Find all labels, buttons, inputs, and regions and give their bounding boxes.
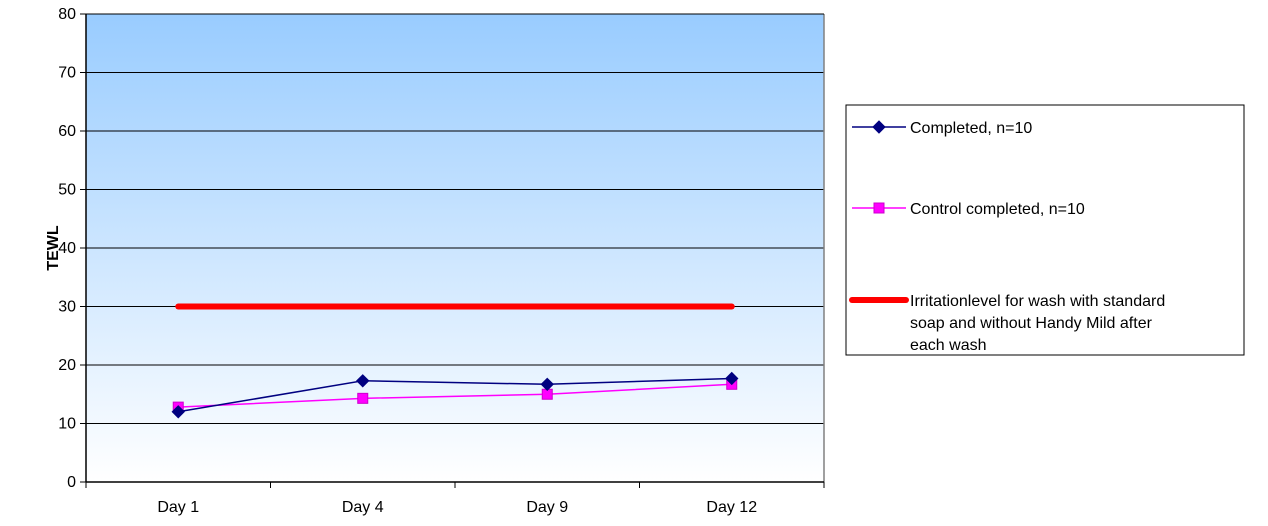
data-point <box>540 377 554 392</box>
y-tick-label: 40 <box>58 240 76 257</box>
y-tick-label: 20 <box>58 357 76 374</box>
data-point <box>357 392 369 404</box>
y-tick-label: 30 <box>58 299 76 316</box>
series <box>171 303 739 419</box>
legend-label: each wash <box>910 337 987 354</box>
y-axis-title: TEWL <box>45 225 62 271</box>
x-tick-label: Day 1 <box>157 499 199 516</box>
x-tick-label: Day 9 <box>526 499 568 516</box>
series-0 <box>171 371 739 419</box>
x-tick-label: Day 4 <box>342 499 384 516</box>
y-tick-label: 60 <box>58 123 76 140</box>
y-tick-label: 50 <box>58 182 76 199</box>
legend: Completed, n=10 Control completed, n=10 Ir… <box>845 104 1245 356</box>
y-tick-label: 80 <box>58 6 76 23</box>
legend-label: Irritationlevel for wash with standard <box>910 293 1165 310</box>
series-line <box>178 383 732 408</box>
data-point <box>873 202 885 214</box>
legend-box <box>845 104 1245 356</box>
data-point <box>171 405 185 419</box>
legend-label: Control completed, n=10 <box>910 201 1085 218</box>
y-tick-label: 70 <box>58 65 76 82</box>
data-point <box>872 120 886 134</box>
series-line <box>178 377 732 413</box>
x-tick-label: Day 12 <box>706 499 757 516</box>
legend-label: Completed, n=10 <box>910 120 1032 137</box>
y-tick-label: 10 <box>58 416 76 433</box>
y-tick-label: 0 <box>67 474 76 491</box>
data-point <box>356 374 370 388</box>
data-point <box>725 371 739 386</box>
axes: 0 10 20 30 40 50 60 70 80 Day 1 Day 4 Day 9 Day 12 <box>58 6 825 516</box>
legend-label: soap and without Handy Mild after <box>910 315 1153 332</box>
